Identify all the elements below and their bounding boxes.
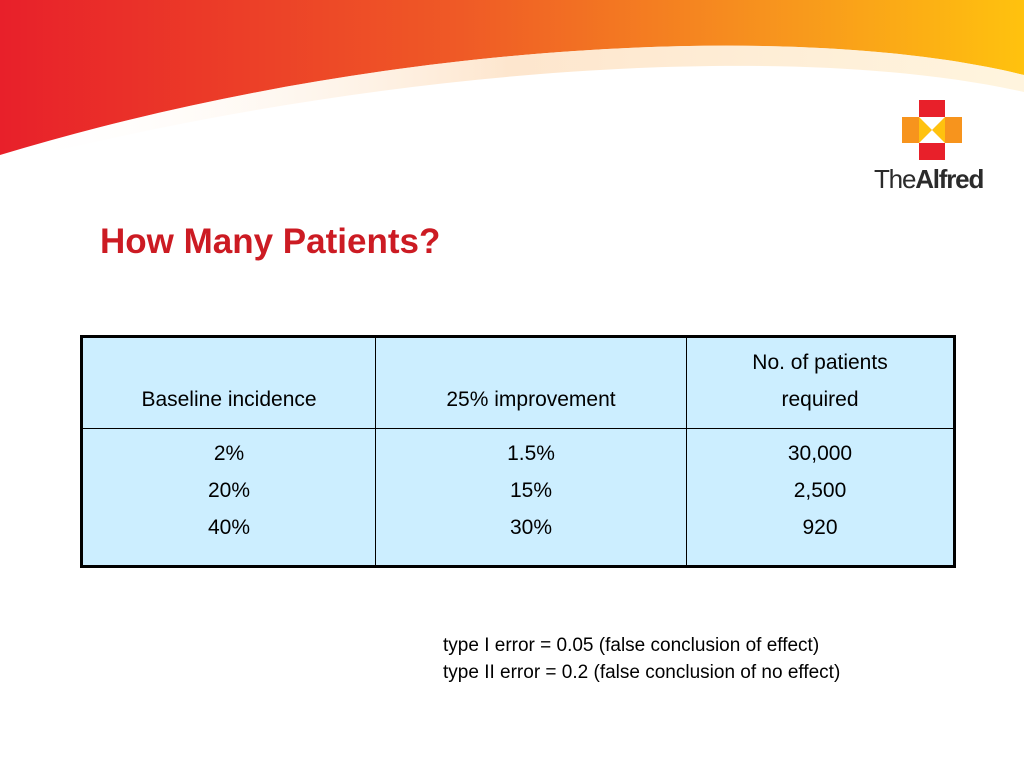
cross-icon (902, 100, 962, 160)
patients-value: 30,000 (787, 442, 853, 465)
logo-text-prefix: The (874, 164, 916, 194)
improvement-values-cell: 1.5% 15% 30% (375, 428, 687, 567)
baseline-value: 40% (207, 516, 251, 539)
baseline-value: 2% (213, 442, 245, 465)
header-improvement: 25% improvement (375, 336, 687, 429)
header-baseline-incidence: Baseline incidence (81, 336, 376, 429)
patients-value: 2,500 (793, 479, 847, 502)
header-patients-required-label: No. of patients required (752, 351, 888, 411)
logo-text-bold: Alfred (915, 164, 984, 194)
logo-wordmark: TheAlfred (874, 164, 984, 194)
improvement-value: 15% (509, 479, 553, 502)
patients-table: Baseline incidence 25% improvement No. o… (80, 335, 956, 568)
page-title: How Many Patients? (100, 222, 441, 261)
baseline-value: 20% (207, 479, 251, 502)
header-patients-required: No. of patients required (686, 336, 955, 429)
patients-table-wrap: Baseline incidence 25% improvement No. o… (80, 335, 956, 568)
improvement-value: 30% (509, 516, 553, 539)
type-two-error-note: type II error = 0.2 (false conclusion of… (443, 662, 841, 683)
type-one-error-note: type I error = 0.05 (false conclusion of… (443, 635, 820, 656)
improvement-value: 1.5% (507, 442, 555, 465)
baseline-values-cell: 2% 20% 40% (81, 428, 376, 567)
error-notes: type I error = 0.05 (false conclusion of… (443, 632, 840, 686)
header-banner (0, 0, 1024, 155)
table-header-row: Baseline incidence 25% improvement No. o… (81, 336, 955, 429)
patients-values-cell: 30,000 2,500 920 (686, 428, 955, 567)
table-row: 2% 20% 40% 1.5% 15% 30% 30,000 2,500 920 (81, 428, 955, 567)
patients-value: 920 (802, 516, 838, 539)
alfred-logo: TheAlfred (872, 100, 996, 196)
